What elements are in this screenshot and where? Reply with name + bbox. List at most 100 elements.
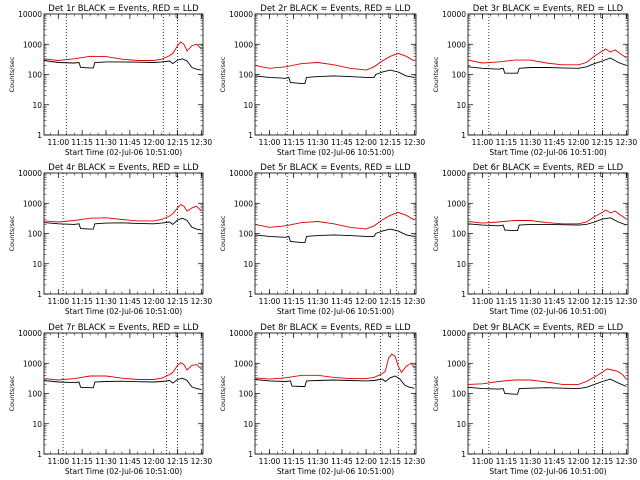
x-tick-label: 12:00 [355, 297, 377, 306]
x-tick-label: 11:00 [259, 297, 281, 306]
x-tick-label: 11:30 [520, 297, 542, 306]
events-series-line [467, 217, 627, 232]
axes-frame [467, 332, 629, 455]
panel-det-9: Det 9r BLACK = Events, RED = LLD 1 10 100 10… [432, 323, 637, 476]
x-tick-label: 11:15 [71, 457, 93, 466]
x-tick-label: 11:30 [307, 138, 329, 147]
y-tick-label: 1000 [447, 199, 466, 208]
y-tick-label: 1 [461, 450, 466, 459]
attenuator-marker: └ [174, 171, 179, 181]
x-tick-label: 11:45 [331, 138, 353, 147]
attenuator-marker: └ [386, 171, 391, 181]
events-series-line [467, 378, 627, 395]
x-tick-label: 11:15 [496, 138, 518, 147]
axes-frame [254, 172, 417, 295]
y-tick-label: 10 [243, 101, 253, 110]
y-tick-label: 1000 [234, 40, 253, 49]
events-series-line [254, 228, 415, 244]
x-axis-label: Start Time (02-Jul-06 10:51:00) [65, 307, 182, 316]
y-tick-label: 10000 [18, 10, 42, 19]
x-tick-label: 11:30 [95, 297, 117, 306]
panel-title: Det 1r BLACK = Events, RED = LLD [48, 4, 199, 14]
x-axis-label: Start Time (02-Jul-06 10:51:00) [277, 467, 394, 476]
x-tick-label: 12:30 [616, 297, 638, 306]
panel-title: Det 4r BLACK = Events, RED = LLD [48, 163, 199, 173]
attenuator-marker: └ [599, 331, 604, 341]
x-tick-label: 11:45 [544, 138, 566, 147]
y-tick-label: 100 [28, 390, 43, 399]
x-axis-label: Start Time (02-Jul-06 10:51:00) [277, 307, 394, 316]
y-axis-label: Counts/sec [432, 215, 440, 251]
panel-title: Det 2r BLACK = Events, RED = LLD [260, 4, 411, 14]
x-tick-label: 12:00 [143, 138, 165, 147]
attenuator-marker: └ [386, 331, 391, 341]
y-tick-label: 10 [243, 420, 253, 429]
x-tick-label: 12:15 [167, 457, 189, 466]
x-axis-label: Start Time (02-Jul-06 10:51:00) [489, 467, 606, 476]
x-tick-label: 12:00 [355, 457, 377, 466]
x-tick-label: 12:30 [191, 457, 213, 466]
panel-title: Det 3r BLACK = Events, RED = LLD [473, 4, 624, 14]
x-tick-label: 12:15 [379, 138, 401, 147]
panel-det-7: Det 7r BLACK = Events, RED = LLD 1 10 100 10… [8, 323, 212, 476]
x-tick-label: 12:30 [404, 457, 426, 466]
x-tick-label: 11:00 [472, 297, 494, 306]
y-tick-label: 100 [239, 71, 254, 80]
x-tick-label: 11:15 [71, 297, 93, 306]
attenuator-marker: └ [599, 171, 604, 181]
x-tick-label: 11:15 [496, 297, 518, 306]
panel-title: Det 6r BLACK = Events, RED = LLD [473, 163, 624, 173]
y-tick-label: 1 [461, 290, 466, 299]
x-tick-label: 12:00 [143, 297, 165, 306]
x-tick-label: 11:00 [47, 457, 69, 466]
x-tick-label: 12:00 [568, 457, 590, 466]
y-tick-label: 1000 [447, 359, 466, 368]
panel-det-3: Det 3r BLACK = Events, RED = LLD 1 10 100 10… [432, 4, 637, 157]
panel-det-4: Det 4r BLACK = Events, RED = LLD 1 10 100 10… [8, 163, 212, 316]
axes-frame [467, 172, 629, 295]
y-tick-label: 10000 [442, 169, 466, 178]
panel-det-2: Det 2r BLACK = Events, RED = LLD 1 10 100 10… [219, 4, 425, 157]
x-tick-label: 11:00 [259, 457, 281, 466]
y-tick-label: 10 [32, 420, 42, 429]
x-tick-label: 12:30 [404, 297, 426, 306]
y-tick-label: 10000 [229, 10, 253, 19]
x-tick-label: 11:30 [520, 457, 542, 466]
y-tick-label: 1 [248, 450, 253, 459]
x-tick-label: 11:15 [283, 138, 305, 147]
x-tick-label: 11:00 [259, 138, 281, 147]
x-tick-label: 11:30 [95, 457, 117, 466]
x-axis-label: Start Time (02-Jul-06 10:51:00) [489, 307, 606, 316]
axes-frame [254, 13, 417, 136]
lld-series-line [43, 362, 202, 381]
events-series-line [254, 375, 415, 389]
events-series-line [43, 377, 202, 391]
panel-det-1: Det 1r BLACK = Events, RED = LLD 1 10 100 10… [8, 4, 212, 157]
x-tick-label: 12:00 [355, 138, 377, 147]
x-tick-label: 12:30 [191, 138, 213, 147]
lld-series-line [254, 52, 415, 71]
y-tick-label: 100 [452, 230, 467, 239]
y-tick-label: 1000 [234, 359, 253, 368]
y-axis-label: Counts/sec [219, 375, 227, 411]
y-tick-label: 1000 [447, 40, 466, 49]
y-tick-label: 100 [239, 390, 254, 399]
y-tick-label: 1 [248, 131, 253, 140]
lld-series-line [467, 209, 627, 225]
y-tick-label: 100 [28, 71, 43, 80]
lld-series-line [467, 48, 627, 66]
x-axis-label: Start Time (02-Jul-06 10:51:00) [489, 148, 606, 157]
lld-series-line [254, 353, 415, 380]
x-tick-label: 11:30 [307, 297, 329, 306]
y-tick-label: 1 [37, 131, 42, 140]
y-tick-label: 10 [32, 101, 42, 110]
y-tick-label: 1 [248, 290, 253, 299]
events-series-line [43, 217, 202, 231]
panel-det-6: Det 6r BLACK = Events, RED = LLD 1 10 100 10… [432, 163, 637, 316]
x-tick-label: 12:15 [592, 457, 614, 466]
y-tick-label: 10000 [18, 329, 42, 338]
y-tick-label: 10000 [229, 329, 253, 338]
y-tick-label: 1 [37, 450, 42, 459]
y-axis-label: Counts/sec [219, 215, 227, 251]
